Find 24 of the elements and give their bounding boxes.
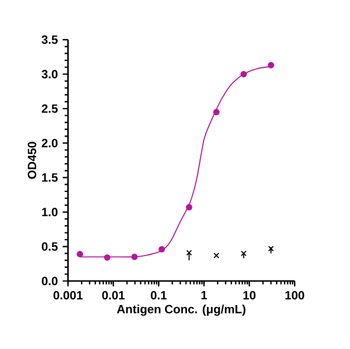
point (76, 250, 84, 258)
y-tick-label: 3.0 (42, 70, 58, 78)
x-tick-label: 1 (201, 291, 207, 300)
y-tick-label: 0.0 (42, 276, 58, 286)
y-tick-label: 2.0 (42, 138, 58, 148)
x-tick-label: 100 (285, 291, 304, 300)
y-tick-label: 2.5 (42, 104, 58, 113)
y-tick-label: 3.5 (42, 35, 58, 44)
x-tick-label: 0.1 (150, 291, 167, 300)
point (268, 62, 274, 68)
point (213, 108, 220, 116)
y-tick-label: 0.5 (42, 242, 58, 251)
point (240, 70, 247, 78)
x-tick-label: 0.01 (102, 291, 125, 300)
x-tick-label: 10 (243, 291, 256, 300)
point (186, 204, 192, 210)
point (158, 246, 165, 252)
point (131, 254, 138, 260)
y-tick-label: 1.5 (42, 173, 58, 182)
y-tick-label: 1.0 (42, 208, 58, 216)
point (104, 254, 110, 261)
x-axis-title: Antigen Conc. (μg/mL) (116, 304, 246, 316)
x-tick-label: 0.001 (54, 291, 83, 300)
y-axis-title: OD450 (28, 142, 36, 179)
